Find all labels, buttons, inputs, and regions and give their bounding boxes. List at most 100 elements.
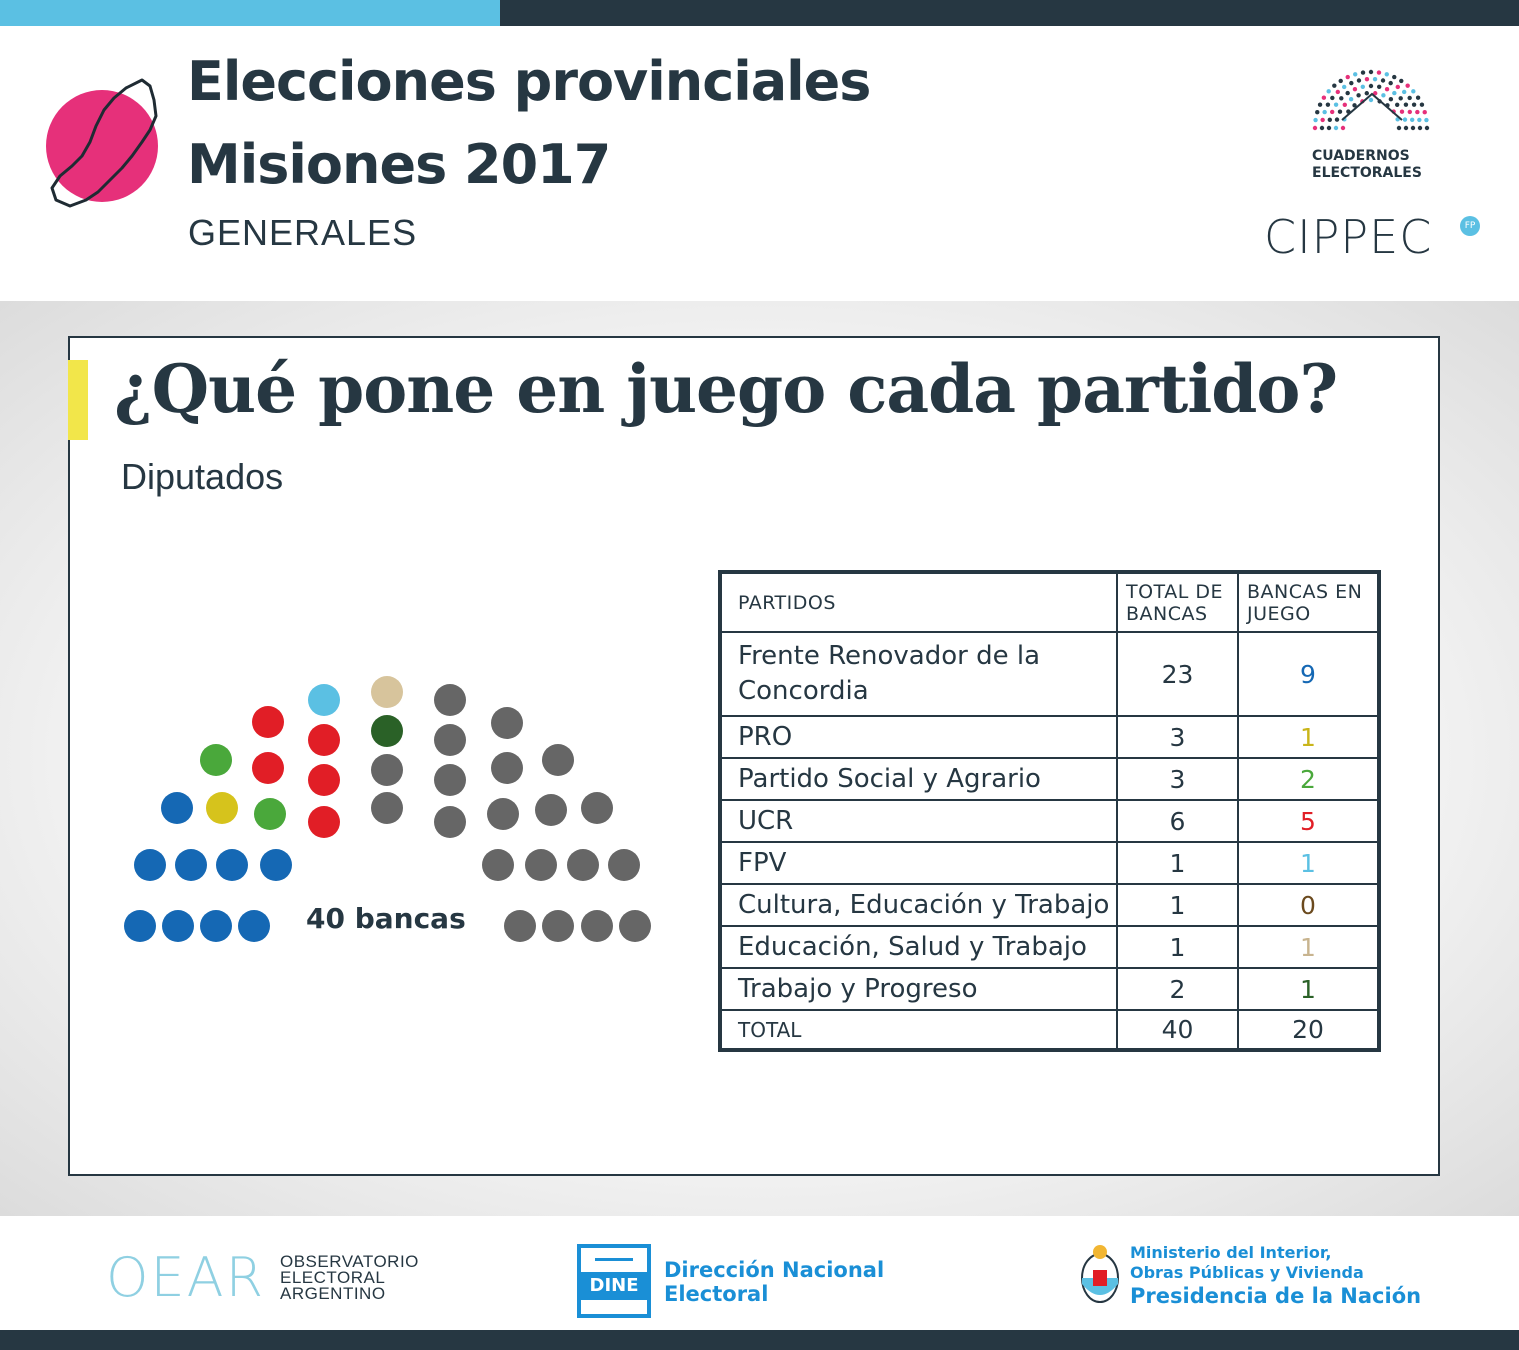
- card-subtitle: Diputados: [121, 456, 284, 497]
- party-total-seats: 6: [1116, 799, 1239, 843]
- national-shield-icon: [1081, 1245, 1119, 1303]
- seat-dot: [608, 849, 640, 881]
- seat-dot: [252, 752, 284, 784]
- party-seats-in-play: 1: [1237, 715, 1380, 759]
- seat-dot: [252, 706, 284, 738]
- seat-dot: [371, 754, 403, 786]
- seat-dot: [162, 910, 194, 942]
- seat-dot: [482, 849, 514, 881]
- col-header-en-juego: BANCAS EN JUEGO: [1237, 571, 1380, 633]
- dine-logo-icon: DINE: [577, 1244, 651, 1318]
- dine-logo-text: Dirección Nacional Electoral: [664, 1258, 884, 1306]
- party-name: PRO: [719, 715, 1118, 759]
- ministerio-line1: Ministerio del Interior,: [1130, 1243, 1332, 1262]
- oear-line3: ARGENTINO: [280, 1284, 386, 1303]
- top-bar-accent: [0, 0, 500, 26]
- cuadernos-electorales-logo: [1312, 69, 1430, 131]
- seat-dot: [260, 849, 292, 881]
- oear-logo: OEAR OBSERVATORIO ELECTORAL ARGENTINO: [106, 1246, 418, 1309]
- party-total-seats: 1: [1116, 925, 1239, 969]
- table-header-row: PARTIDOS TOTAL DE BANCAS BANCAS EN JUEGO: [719, 571, 1380, 633]
- col-header-partidos: PARTIDOS: [719, 571, 1118, 633]
- party-seats-in-play: 2: [1237, 757, 1380, 801]
- seat-dot: [542, 744, 574, 776]
- seat-dot: [134, 849, 166, 881]
- table-row: Partido Social y Agrario 3 2: [719, 757, 1380, 801]
- total-en-juego: 20: [1237, 1009, 1380, 1051]
- table-row: Frente Renovador de la Concordia 23 9: [719, 631, 1380, 717]
- total-label: TOTAL: [719, 1009, 1118, 1051]
- party-name: UCR: [719, 799, 1118, 843]
- seat-dot: [371, 715, 403, 747]
- table-row: UCR 6 5: [719, 799, 1380, 843]
- oear-logo-mark: OEAR: [106, 1246, 266, 1309]
- col-header-total: TOTAL DE BANCAS: [1116, 571, 1239, 633]
- party-name: Cultura, Educación y Trabajo: [719, 883, 1118, 927]
- seat-dot: [161, 792, 193, 824]
- ce-logo-text-line2: ELECTORALES: [1312, 165, 1422, 181]
- table-row: Educación, Salud y Trabajo 1 1: [719, 925, 1380, 969]
- party-name: Educación, Salud y Trabajo: [719, 925, 1118, 969]
- party-name: FPV: [719, 841, 1118, 885]
- cippec-logo: CIPPEC: [1264, 210, 1433, 264]
- page-subtitle: GENERALES: [188, 212, 418, 253]
- seat-dot: [434, 724, 466, 756]
- seat-dot: [308, 684, 340, 716]
- bottom-bar: [0, 1330, 1519, 1350]
- seat-dot: [238, 910, 270, 942]
- seat-hemicycle: [124, 676, 651, 942]
- seat-dot: [371, 792, 403, 824]
- dine-line2: Electoral: [664, 1282, 769, 1306]
- total-bancas: 40: [1116, 1009, 1239, 1051]
- party-total-seats: 1: [1116, 841, 1239, 885]
- party-total-seats: 23: [1116, 631, 1239, 717]
- seat-dot: [491, 752, 523, 784]
- seat-dot: [434, 684, 466, 716]
- oear-line1: OBSERVATORIO: [280, 1252, 419, 1271]
- table-row: Cultura, Educación y Trabajo 1 0: [719, 883, 1380, 927]
- seat-dot: [206, 792, 238, 824]
- cippec-badge-icon: FP: [1460, 216, 1480, 236]
- card-title: ¿Qué pone en juego cada partido?: [114, 350, 1338, 428]
- seat-dot: [124, 910, 156, 942]
- parties-table: PARTIDOS TOTAL DE BANCAS BANCAS EN JUEGO…: [718, 570, 1381, 1052]
- top-bar: [500, 0, 1519, 26]
- dine-line1: Dirección Nacional: [664, 1258, 885, 1282]
- seat-dot: [200, 744, 232, 776]
- seat-dot: [216, 849, 248, 881]
- seat-dot: [491, 707, 523, 739]
- seat-dot: [504, 910, 536, 942]
- seat-dot: [308, 724, 340, 756]
- party-seats-in-play: 9: [1237, 631, 1380, 717]
- page-title-line2: Misiones 2017: [187, 133, 611, 196]
- seat-dot: [254, 798, 286, 830]
- ministerio-logo-text: Ministerio del Interior, Obras Públicas …: [1130, 1243, 1421, 1309]
- ministerio-line2: Obras Públicas y Vivienda: [1130, 1263, 1364, 1282]
- seat-dot: [200, 910, 232, 942]
- party-seats-in-play: 1: [1237, 967, 1380, 1011]
- seat-dot: [175, 849, 207, 881]
- seat-dot: [308, 764, 340, 796]
- page-title-line1: Elecciones provinciales: [187, 50, 871, 113]
- table-total-row: TOTAL 40 20: [719, 1009, 1380, 1051]
- ministerio-line3: Presidencia de la Nación: [1130, 1284, 1422, 1308]
- party-total-seats: 2: [1116, 967, 1239, 1011]
- title-accent-bar: [68, 360, 88, 440]
- seat-dot: [542, 910, 574, 942]
- seat-dot: [434, 764, 466, 796]
- seat-dot: [371, 676, 403, 708]
- seat-dot: [581, 792, 613, 824]
- table-row: PRO 3 1: [719, 715, 1380, 759]
- seat-dot: [525, 849, 557, 881]
- seat-dot: [619, 910, 651, 942]
- seat-dot: [308, 806, 340, 838]
- dine-logo-mark: DINE: [581, 1272, 647, 1300]
- party-seats-in-play: 0: [1237, 883, 1380, 927]
- party-total-seats: 1: [1116, 883, 1239, 927]
- party-name: Trabajo y Progreso: [719, 967, 1118, 1011]
- seats-total-label: 40 bancas: [306, 902, 466, 935]
- party-total-seats: 3: [1116, 757, 1239, 801]
- party-seats-in-play: 1: [1237, 841, 1380, 885]
- seat-dot: [434, 806, 466, 838]
- table-row: FPV 1 1: [719, 841, 1380, 885]
